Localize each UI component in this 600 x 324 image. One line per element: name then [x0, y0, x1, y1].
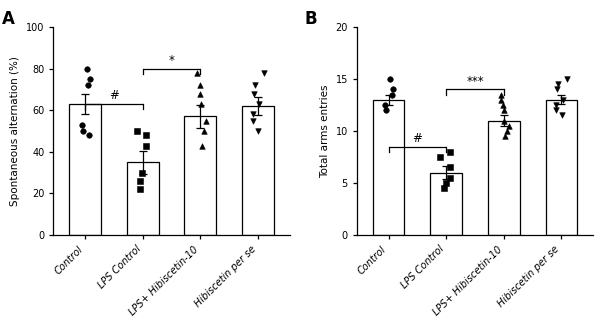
- Point: [249, 91, 259, 96]
- Point: [496, 92, 506, 97]
- Point: [132, 128, 142, 133]
- Point: [199, 128, 208, 133]
- Point: [136, 187, 145, 192]
- Point: [82, 66, 91, 71]
- Bar: [373, 100, 404, 235]
- Point: [505, 123, 514, 128]
- Point: [385, 76, 395, 82]
- Point: [562, 76, 572, 82]
- Point: [196, 101, 206, 107]
- Y-axis label: Spontaneous alternation (%): Spontaneous alternation (%): [10, 56, 20, 206]
- Text: #: #: [109, 89, 119, 102]
- Point: [254, 101, 264, 107]
- Point: [551, 108, 561, 113]
- Text: #: #: [412, 132, 422, 145]
- Point: [499, 108, 509, 113]
- Point: [259, 70, 268, 75]
- Point: [250, 83, 259, 88]
- Point: [553, 87, 562, 92]
- Point: [439, 186, 449, 191]
- Point: [78, 128, 88, 133]
- Point: [248, 118, 257, 123]
- Point: [387, 92, 397, 97]
- Bar: [242, 106, 274, 235]
- Point: [446, 149, 455, 155]
- Point: [502, 128, 512, 133]
- Point: [445, 175, 454, 180]
- Bar: [430, 173, 462, 235]
- Point: [142, 143, 151, 148]
- Point: [380, 102, 390, 108]
- Point: [85, 133, 94, 138]
- Point: [83, 83, 93, 88]
- Point: [142, 133, 151, 138]
- Point: [445, 165, 455, 170]
- Point: [557, 113, 566, 118]
- Point: [441, 180, 451, 186]
- Point: [201, 118, 211, 123]
- Text: B: B: [305, 10, 317, 28]
- Point: [551, 102, 561, 108]
- Point: [500, 133, 510, 139]
- Point: [436, 155, 445, 160]
- Point: [136, 179, 145, 184]
- Text: *: *: [169, 54, 175, 67]
- Text: A: A: [1, 10, 14, 28]
- Point: [558, 97, 568, 102]
- Point: [193, 70, 202, 75]
- Bar: [127, 162, 158, 235]
- Point: [499, 102, 508, 108]
- Text: ***: ***: [466, 75, 484, 88]
- Bar: [69, 104, 101, 235]
- Point: [77, 122, 87, 127]
- Point: [388, 87, 398, 92]
- Bar: [488, 121, 520, 235]
- Point: [196, 91, 205, 96]
- Point: [496, 97, 506, 102]
- Point: [85, 76, 94, 82]
- Point: [195, 83, 205, 88]
- Y-axis label: Total arms entries: Total arms entries: [320, 84, 330, 178]
- Point: [197, 143, 206, 148]
- Point: [253, 128, 263, 133]
- Point: [382, 108, 391, 113]
- Point: [500, 118, 509, 123]
- Bar: [184, 116, 216, 235]
- Point: [137, 170, 147, 175]
- Bar: [545, 100, 577, 235]
- Point: [248, 112, 257, 117]
- Point: [553, 82, 563, 87]
